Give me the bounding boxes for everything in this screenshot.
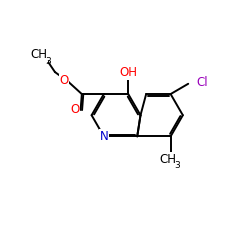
- Text: 3: 3: [45, 57, 51, 66]
- Text: OH: OH: [120, 66, 138, 79]
- Text: CH: CH: [159, 153, 176, 166]
- Text: CH: CH: [30, 48, 48, 62]
- Text: N: N: [100, 130, 108, 143]
- Text: O: O: [70, 104, 80, 117]
- Text: 3: 3: [174, 161, 180, 170]
- Text: O: O: [59, 74, 69, 87]
- Text: Cl: Cl: [196, 76, 208, 89]
